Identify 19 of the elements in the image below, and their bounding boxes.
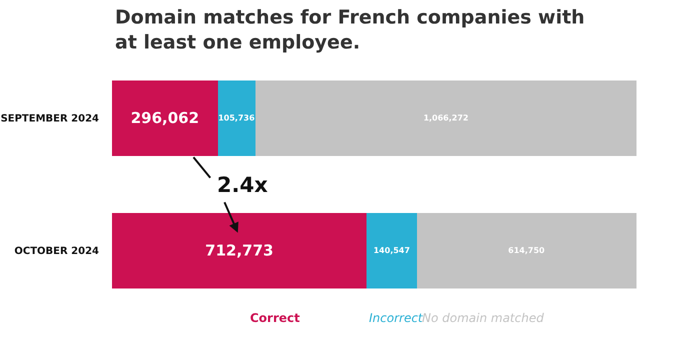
y-tick-label: OCTOBER 2024 xyxy=(14,246,100,258)
data-label: 105,736 xyxy=(218,114,256,123)
bar xyxy=(218,80,256,156)
bar xyxy=(112,80,218,156)
series-label: Correct xyxy=(250,311,300,325)
bar xyxy=(256,80,636,156)
y-tick-label: SEPTEMBER 2024 xyxy=(0,114,100,125)
bar xyxy=(112,212,367,288)
data-label: 140,547 xyxy=(373,246,410,256)
series-label: No domain matched xyxy=(422,311,544,325)
annotation: 2.4x xyxy=(217,173,268,197)
bar xyxy=(416,212,636,288)
data-label: 614,750 xyxy=(508,246,546,256)
chart-title: Domain matches for French companies with at least one employee. xyxy=(115,6,585,54)
series-label: Incorrect xyxy=(369,311,424,325)
bar xyxy=(366,212,417,288)
data-label: 296,062 xyxy=(130,109,200,128)
data-label: 712,773 xyxy=(205,242,274,260)
data-label: 1,066,272 xyxy=(423,114,468,123)
